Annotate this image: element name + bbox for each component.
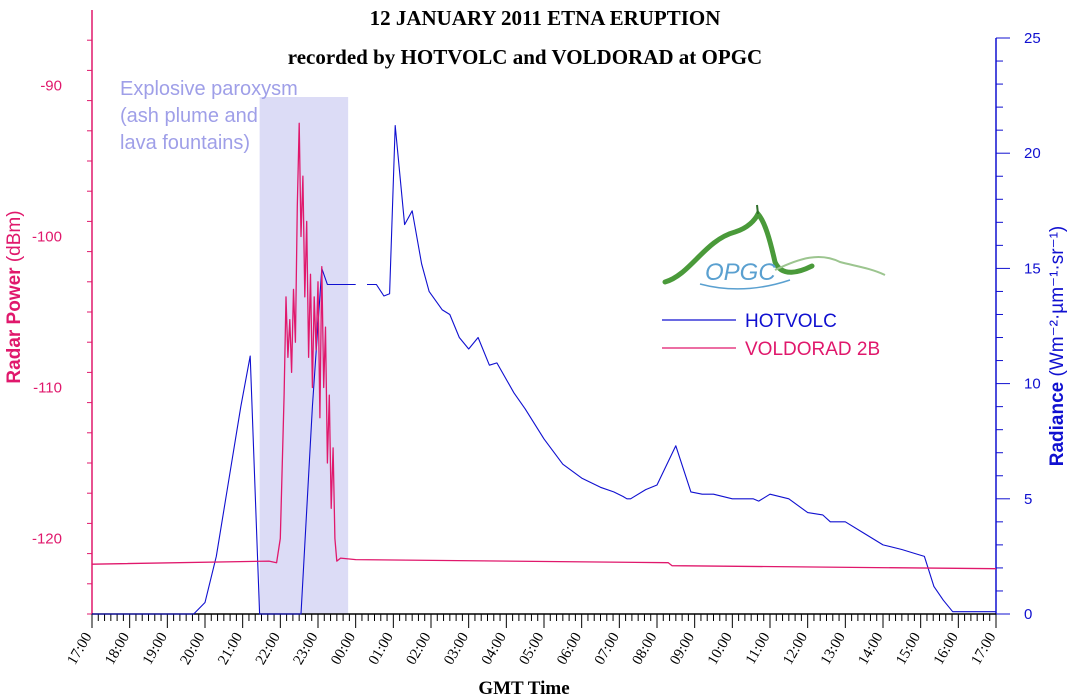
logo-swoosh [699,279,791,290]
series-layer [91,122,997,615]
x-tick-label: 01:00 [366,630,397,668]
right-tick-label: 5 [1024,491,1032,508]
left-tick-label: -100 [32,229,62,246]
right-axis-label: Radiance (Wm⁻²·µm⁻¹·sr⁻¹) [1047,226,1068,467]
left-axis-label: Radar Power (dBm) [4,210,25,383]
opgc-logo: OPGC [662,204,886,290]
annotation-text: Explosive paroxysm (ash plume and lava fou… [120,78,298,154]
legend: HOTVOLC VOLDORAD 2B [662,311,880,360]
logo-hill-light [774,255,886,276]
legend-label: HOTVOLC [745,311,837,332]
right-tick-label: 25 [1024,30,1041,47]
series-line-hotvolc [92,125,996,615]
x-tick-label: 12:00 [780,630,811,668]
series-line-voldorad [91,122,997,570]
x-tick-label: 21:00 [215,630,246,668]
annotation-line: lava fountains) [120,132,250,154]
x-tick-label: 05:00 [517,630,548,668]
x-tick-label: 23:00 [291,630,322,668]
x-tick-label: 06:00 [554,630,585,668]
x-tick-label: 15:00 [893,630,924,668]
logo-peak [756,204,759,215]
right-tick-label: 15 [1024,260,1041,277]
chart-title: 12 JANUARY 2011 ETNA ERUPTION [370,6,721,30]
paroxysm-shade-layer [259,97,349,614]
left-tick-label: -90 [40,78,62,95]
logo-text: OPGC [705,259,776,286]
x-tick-label: 10:00 [705,630,736,668]
x-tick-label: 07:00 [592,630,623,668]
x-tick-label: 04:00 [479,630,510,668]
chart-subtitle: recorded by HOTVOLC and VOLDORAD at OPGC [288,45,762,69]
x-tick-label: 02:00 [404,630,435,668]
x-tick-label: 20:00 [178,630,209,668]
right-tick-label: 0 [1024,606,1032,623]
left-tick-label: -110 [33,380,62,397]
x-tick-label: 11:00 [743,630,774,667]
annotation-line: Explosive paroxysm [120,78,298,100]
x-tick-label: 22:00 [253,630,284,668]
x-tick-label: 17:00 [969,630,1000,668]
x-tick-label: 19:00 [140,630,171,668]
logo-hill-green [662,209,815,285]
x-axis-label: GMT Time [478,678,569,699]
legend-label: VOLDORAD 2B [745,339,880,360]
x-tick-label: 00:00 [328,630,359,668]
x-tick-label: 18:00 [102,630,133,668]
x-tick-label: 17:00 [65,630,96,668]
x-tick-label: 14:00 [856,630,887,668]
left-tick-label: -120 [32,531,62,548]
x-tick-label: 03:00 [441,630,472,668]
x-tick-label: 13:00 [818,630,849,668]
annotation-line: (ash plume and [120,105,258,127]
x-tick-label: 09:00 [667,630,698,668]
paroxysm-shaded-region [259,97,349,614]
x-tick-label: 16:00 [931,630,962,668]
right-tick-label: 10 [1024,376,1041,393]
right-tick-label: 20 [1024,145,1041,162]
x-tick-label: 08:00 [630,630,661,668]
